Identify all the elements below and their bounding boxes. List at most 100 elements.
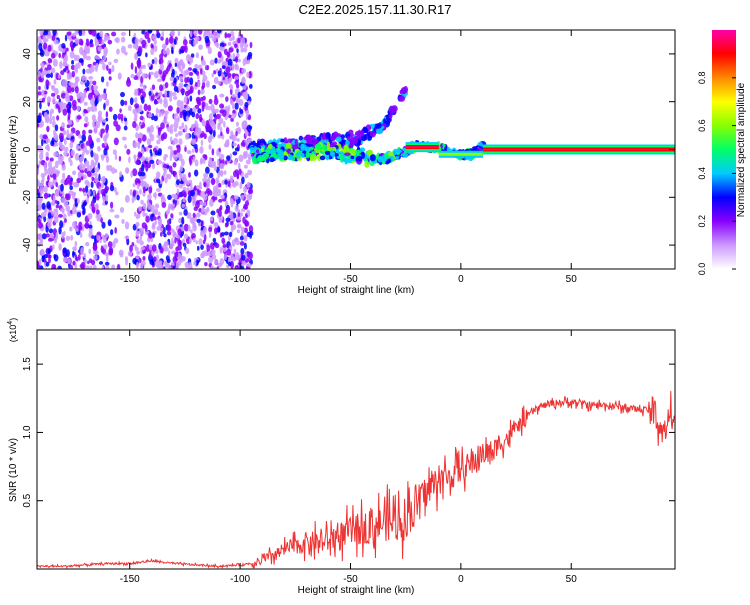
noise-blob xyxy=(206,64,210,71)
noise-blob xyxy=(37,205,43,211)
noise-blob xyxy=(195,240,198,245)
noise-blob xyxy=(140,199,144,205)
signal-blob xyxy=(326,141,331,149)
noise-blob xyxy=(180,158,185,167)
colorbar-tick-label: 0.2 xyxy=(697,215,707,228)
noise-blob xyxy=(129,189,133,196)
noise-blob xyxy=(44,144,50,150)
noise-blob xyxy=(167,105,173,112)
y-tick-label: -20 xyxy=(22,190,33,205)
noise-blob xyxy=(165,47,170,56)
noise-blob xyxy=(168,36,174,45)
noise-blob xyxy=(37,167,40,176)
noise-blob xyxy=(206,244,211,253)
noise-blob xyxy=(141,44,146,49)
noise-blob xyxy=(105,111,109,118)
noise-blob xyxy=(231,134,237,142)
noise-blob xyxy=(41,202,46,210)
noise-blob xyxy=(72,42,76,48)
noise-blob xyxy=(41,138,44,147)
noise-blob xyxy=(165,210,170,215)
noise-blob xyxy=(153,44,158,53)
noise-blob xyxy=(86,46,90,55)
noise-blob xyxy=(137,141,141,150)
noise-blob xyxy=(218,117,224,124)
noise-blob xyxy=(134,52,138,61)
noise-blob xyxy=(235,121,239,127)
noise-blob xyxy=(142,202,147,210)
noise-blob xyxy=(237,209,241,213)
noise-blob xyxy=(88,83,92,92)
noise-blob xyxy=(153,70,159,79)
noise-blob xyxy=(158,110,162,118)
noise-blob xyxy=(197,80,201,88)
noise-blob xyxy=(180,254,183,263)
noise-blob xyxy=(132,141,138,149)
noise-blob xyxy=(237,162,241,170)
noise-blob xyxy=(95,121,100,129)
noise-blob xyxy=(219,170,224,177)
signal-blob xyxy=(321,144,328,151)
noise-blob xyxy=(88,224,93,229)
noise-blob xyxy=(174,117,180,122)
noise-blob xyxy=(50,72,53,79)
noise-blob xyxy=(242,120,248,128)
noise-blob xyxy=(174,193,178,201)
noise-blob xyxy=(153,56,158,65)
noise-blob xyxy=(53,151,59,158)
noise-blob xyxy=(231,224,237,231)
noise-blob xyxy=(103,148,108,156)
noise-blob xyxy=(202,177,208,183)
noise-blob xyxy=(197,127,202,133)
noise-blob xyxy=(97,145,101,152)
noise-blob xyxy=(107,219,112,227)
noise-blob xyxy=(81,134,86,142)
noise-blob xyxy=(85,241,90,247)
noise-blob xyxy=(124,235,130,240)
noise-blob xyxy=(240,254,246,261)
noise-blob xyxy=(219,103,225,109)
noise-blob xyxy=(113,238,119,244)
noise-blob xyxy=(103,103,106,111)
noise-blob xyxy=(216,266,219,269)
noise-blob xyxy=(140,171,146,177)
noise-blob xyxy=(37,217,41,222)
noise-blob xyxy=(190,53,195,58)
noise-blob xyxy=(164,81,169,89)
noise-blob xyxy=(248,225,254,233)
noise-blob xyxy=(175,261,180,269)
noise-blob xyxy=(78,58,84,63)
noise-blob xyxy=(146,138,152,146)
noise-blob xyxy=(147,62,152,68)
noise-blob xyxy=(106,64,109,72)
noise-blob xyxy=(174,237,177,244)
signal-blob xyxy=(283,137,288,144)
signal-blob xyxy=(255,149,260,154)
noise-blob xyxy=(139,234,143,242)
noise-blob xyxy=(227,105,231,112)
noise-blob xyxy=(86,86,90,92)
noise-blob xyxy=(45,73,51,78)
noise-blob xyxy=(238,168,242,175)
noise-blob xyxy=(184,90,190,97)
noise-blob xyxy=(235,130,238,137)
noise-blob xyxy=(145,52,148,58)
noise-blob xyxy=(239,181,243,190)
noise-blob xyxy=(64,34,68,42)
noise-blob xyxy=(156,32,161,39)
noise-blob xyxy=(190,229,193,234)
noise-blob xyxy=(150,43,154,49)
noise-blob xyxy=(145,244,150,252)
noise-blob xyxy=(199,201,204,206)
noise-blob xyxy=(78,225,83,231)
noise-blob xyxy=(148,244,153,251)
noise-blob xyxy=(82,129,86,136)
noise-blob xyxy=(66,107,70,114)
noise-blob xyxy=(146,126,152,134)
noise-blob xyxy=(56,94,60,100)
noise-blob xyxy=(68,71,73,80)
noise-blob xyxy=(44,161,47,170)
noise-blob xyxy=(159,53,164,60)
x-tick-label: -100 xyxy=(230,274,250,285)
noise-blob xyxy=(191,232,196,240)
